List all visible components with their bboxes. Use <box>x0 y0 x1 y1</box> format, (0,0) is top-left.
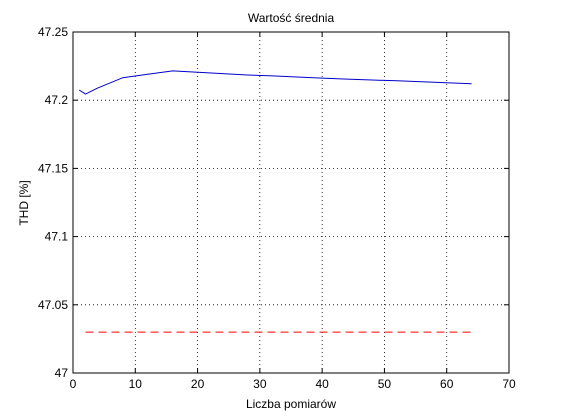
y-tick-label: 47.1 <box>45 230 69 244</box>
x-axis-label: Liczba pomiarów <box>246 397 336 411</box>
x-tick-label: 30 <box>253 377 267 391</box>
x-tick-label: 20 <box>191 377 205 391</box>
x-tick-label: 50 <box>378 377 392 391</box>
y-tick-labels: 47 47.05 47.1 47.15 47.2 47.25 <box>38 25 68 380</box>
plot-area <box>73 32 509 373</box>
ticks <box>72 31 510 374</box>
x-tick-label: 10 <box>129 377 143 391</box>
y-tick-label: 47.15 <box>38 161 68 175</box>
x-tick-label: 70 <box>502 377 516 391</box>
y-tick-label: 47 <box>55 366 69 380</box>
y-axis-label: THD [%] <box>17 180 31 225</box>
y-tick-label: 47.2 <box>45 93 69 107</box>
mean-value-line <box>78 70 472 95</box>
x-tick-label: 40 <box>315 377 329 391</box>
y-tick-label: 47.25 <box>38 25 68 39</box>
x-tick-label: 60 <box>440 377 454 391</box>
plot-frame <box>72 31 510 374</box>
y-tick-label: 47.05 <box>38 298 68 312</box>
x-tick-labels: 0 10 20 30 40 50 60 70 <box>70 377 516 391</box>
x-tick-label: 0 <box>70 377 77 391</box>
grid <box>73 32 509 373</box>
series-layer <box>78 70 472 333</box>
chart-title: Wartość średnia <box>248 11 335 25</box>
